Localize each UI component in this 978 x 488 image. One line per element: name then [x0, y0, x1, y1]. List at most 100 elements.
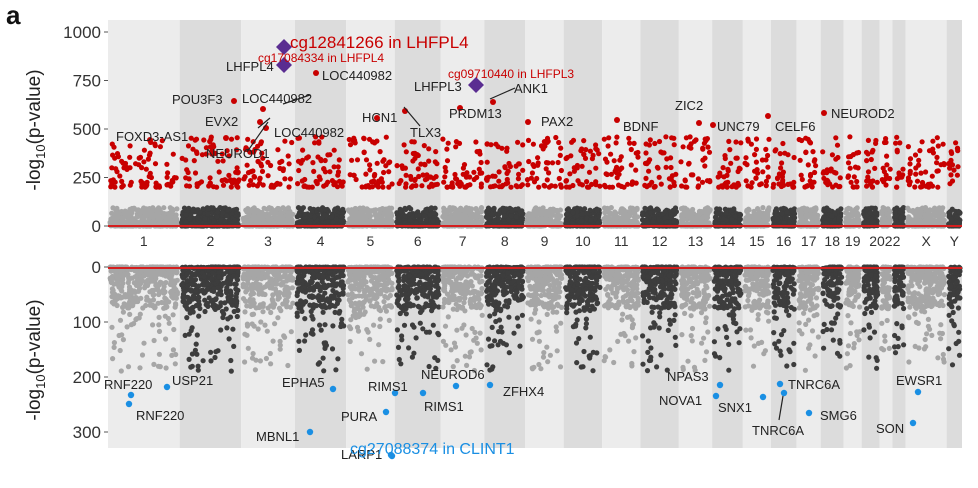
- significant-point: [394, 163, 400, 169]
- significant-point: [743, 155, 749, 161]
- significant-point: [456, 181, 463, 187]
- data-point: [692, 218, 699, 225]
- significant-point: [236, 177, 242, 183]
- significant-point: [785, 181, 791, 187]
- significant-point: [603, 171, 609, 177]
- significant-point: [354, 157, 361, 163]
- significant-point: [479, 170, 485, 176]
- significant-point: [361, 136, 367, 142]
- significant-point: [652, 140, 658, 147]
- significant-point: [403, 172, 409, 178]
- data-point: [836, 216, 842, 222]
- data-point: [618, 207, 624, 213]
- data-point: [110, 205, 116, 211]
- significant-point: [753, 146, 760, 152]
- data-point: [261, 220, 267, 226]
- significant-point: [234, 135, 240, 141]
- significant-point: [381, 169, 387, 176]
- significant-point: [115, 154, 121, 160]
- significant-point: [545, 160, 551, 166]
- data-point: [150, 205, 156, 211]
- data-point: [253, 217, 259, 223]
- data-point: [715, 211, 721, 217]
- data-point: [729, 207, 736, 213]
- significant-point: [556, 139, 562, 146]
- significant-point: [216, 169, 222, 175]
- data-point: [450, 205, 456, 211]
- significant-point: [367, 162, 373, 168]
- significant-point: [193, 149, 200, 155]
- significant-point: [753, 136, 760, 142]
- data-point: [549, 210, 555, 216]
- data-point: [345, 207, 352, 213]
- significant-point: [465, 182, 471, 189]
- chromosome-band: [946, 20, 962, 226]
- significant-point: [758, 181, 765, 187]
- significant-point: [201, 137, 207, 143]
- data-point: [887, 208, 893, 215]
- significant-point: [873, 140, 879, 146]
- data-point: [509, 208, 515, 214]
- significant-point: [389, 181, 395, 187]
- data-point: [136, 209, 142, 215]
- data-point: [340, 206, 346, 212]
- significant-point: [605, 143, 611, 149]
- significant-point: [563, 178, 569, 184]
- significant-point: [426, 146, 432, 152]
- significant-point: [753, 175, 759, 181]
- significant-point: [121, 165, 127, 171]
- significant-point: [444, 146, 450, 152]
- significant-point: [244, 162, 250, 168]
- data-point: [214, 209, 221, 215]
- significant-point: [575, 178, 581, 184]
- data-point: [261, 205, 267, 211]
- significant-point: [644, 184, 650, 190]
- significant-point: [493, 141, 499, 147]
- data-point: [125, 217, 132, 223]
- significant-point: [380, 158, 386, 164]
- significant-point: [541, 139, 548, 145]
- chromosome-band: [108, 20, 180, 226]
- significant-point: [492, 183, 498, 189]
- chromosome-band: [796, 20, 821, 226]
- data-point: [421, 213, 427, 219]
- data-point: [220, 210, 226, 216]
- significant-point: [241, 176, 247, 182]
- significant-point: [684, 184, 690, 190]
- data-point: [362, 207, 368, 213]
- significant-point: [526, 158, 532, 165]
- data-point: [829, 213, 835, 219]
- significant-point: [277, 181, 283, 187]
- significant-point: [535, 155, 541, 161]
- data-point: [594, 207, 600, 213]
- significant-point: [228, 177, 234, 183]
- data-point: [601, 205, 608, 211]
- data-point: [107, 219, 113, 225]
- significant-point: [159, 138, 165, 144]
- data-point: [608, 205, 614, 211]
- significant-point: [508, 184, 514, 190]
- significant-point: [699, 179, 706, 185]
- significant-point: [224, 178, 230, 184]
- significant-point: [515, 176, 522, 182]
- significant-point: [183, 175, 189, 181]
- data-point: [143, 209, 149, 215]
- significant-point: [369, 179, 375, 185]
- data-point: [662, 209, 668, 215]
- data-point: [381, 211, 387, 217]
- significant-point: [528, 175, 535, 181]
- significant-point: [578, 148, 584, 154]
- significant-point: [183, 157, 189, 163]
- significant-point: [810, 149, 816, 155]
- significant-point: [679, 183, 685, 189]
- significant-point: [771, 181, 777, 187]
- significant-point: [170, 151, 176, 157]
- significant-point: [185, 169, 191, 176]
- data-point: [614, 214, 620, 220]
- significant-point: [349, 157, 355, 163]
- data-point: [650, 218, 656, 225]
- significant-point: [147, 150, 153, 156]
- significant-point: [254, 183, 260, 189]
- significant-point: [869, 184, 875, 190]
- significant-point: [137, 154, 144, 160]
